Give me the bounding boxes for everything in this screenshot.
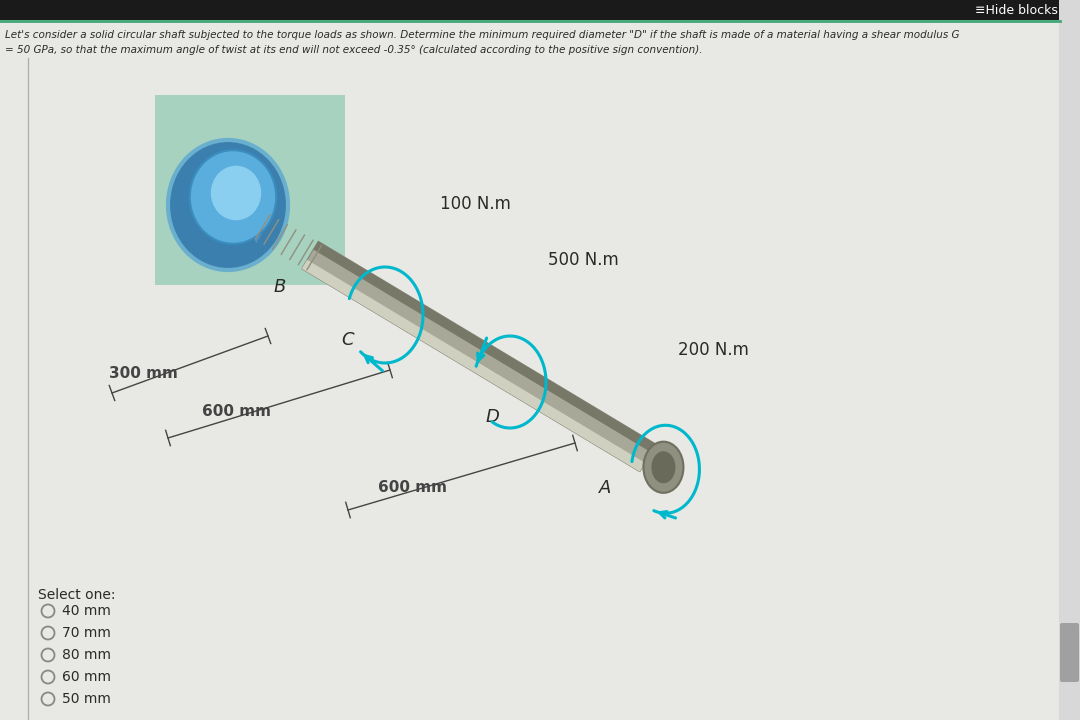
Ellipse shape <box>211 166 261 220</box>
Text: 60 mm: 60 mm <box>62 670 111 684</box>
Text: = 50 GPa, so that the maximum angle of twist at its end will not exceed -0.35° (: = 50 GPa, so that the maximum angle of t… <box>5 45 702 55</box>
Text: 100 N.m: 100 N.m <box>440 195 511 213</box>
Text: 200 N.m: 200 N.m <box>678 341 748 359</box>
Text: ≡Hide blocks: ≡Hide blocks <box>975 4 1058 17</box>
FancyBboxPatch shape <box>0 0 1080 20</box>
Ellipse shape <box>168 140 288 270</box>
Text: Let's consider a solid circular shaft subjected to the torque loads as shown. De: Let's consider a solid circular shaft su… <box>5 30 959 40</box>
Text: 40 mm: 40 mm <box>62 604 111 618</box>
Polygon shape <box>313 241 657 452</box>
Text: D: D <box>485 408 499 426</box>
Text: 50 mm: 50 mm <box>62 692 111 706</box>
Polygon shape <box>156 95 345 285</box>
Ellipse shape <box>190 150 276 244</box>
Text: 300 mm: 300 mm <box>109 366 177 380</box>
FancyBboxPatch shape <box>1059 0 1080 720</box>
Text: B: B <box>274 278 286 296</box>
FancyBboxPatch shape <box>1059 623 1079 682</box>
Ellipse shape <box>644 441 684 493</box>
Polygon shape <box>240 210 274 243</box>
Text: 70 mm: 70 mm <box>62 626 111 640</box>
Text: C: C <box>341 331 354 349</box>
Text: 600 mm: 600 mm <box>378 480 447 495</box>
Text: 80 mm: 80 mm <box>62 648 111 662</box>
Text: A: A <box>598 479 611 497</box>
Text: Select one:: Select one: <box>38 588 116 602</box>
Polygon shape <box>301 241 657 472</box>
Text: 500 N.m: 500 N.m <box>548 251 619 269</box>
Polygon shape <box>301 260 645 472</box>
Text: 600 mm: 600 mm <box>203 405 271 420</box>
Ellipse shape <box>651 451 675 483</box>
